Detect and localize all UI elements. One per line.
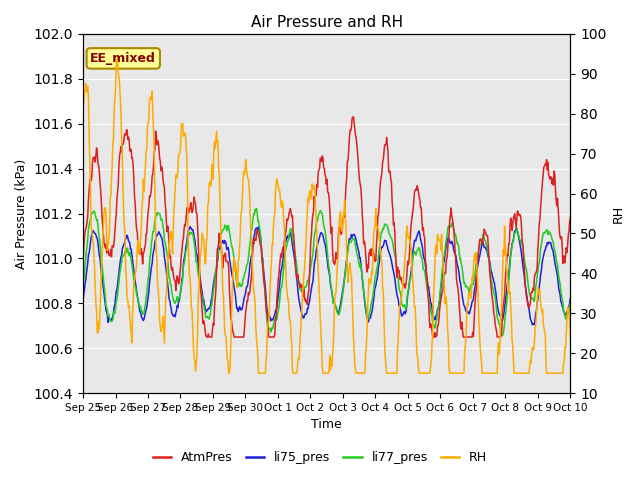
AtmPres [566,215,574,220]
li77_pres [566,300,574,305]
li75_pres [188,227,196,233]
Y-axis label: RH: RH [612,204,625,223]
Title: Air Pressure and RH: Air Pressure and RH [251,15,403,30]
Text: EE_mixed: EE_mixed [90,52,156,65]
Legend: AtmPres, li75_pres, li77_pres, RH: AtmPres, li75_pres, li77_pres, RH [148,446,492,469]
li77_pres [253,205,260,211]
RH [401,254,409,260]
RH [387,370,395,376]
RH [113,57,121,62]
RH [88,229,95,235]
Line: li77_pres: li77_pres [83,208,570,336]
li75_pres [214,256,221,262]
li75_pres [79,299,87,304]
li75_pres [566,296,574,301]
li77_pres [79,286,87,291]
AtmPres [214,246,221,252]
AtmPres [202,334,210,340]
li75_pres [186,224,194,229]
AtmPres [138,252,146,258]
li75_pres [138,315,146,321]
AtmPres [387,176,395,182]
AtmPres [188,208,195,214]
Line: li75_pres: li75_pres [83,227,570,325]
li75_pres [529,322,536,328]
AtmPres [401,285,409,291]
X-axis label: Time: Time [311,419,342,432]
RH [188,309,196,314]
li77_pres [88,211,95,216]
RH [566,335,574,340]
li75_pres [88,231,95,237]
li77_pres [188,229,195,235]
Line: AtmPres: AtmPres [83,117,570,337]
li77_pres [498,333,506,339]
Y-axis label: Air Pressure (kPa): Air Pressure (kPa) [15,158,28,269]
RH [225,370,232,376]
li75_pres [401,309,408,314]
AtmPres [88,173,95,179]
li77_pres [138,308,146,314]
RH [214,138,221,144]
Line: RH: RH [83,60,570,373]
AtmPres [349,114,357,120]
li77_pres [213,257,221,263]
RH [139,195,147,201]
RH [79,96,87,102]
li75_pres [386,252,394,258]
AtmPres [79,264,87,269]
li77_pres [386,232,394,238]
li77_pres [401,302,408,308]
